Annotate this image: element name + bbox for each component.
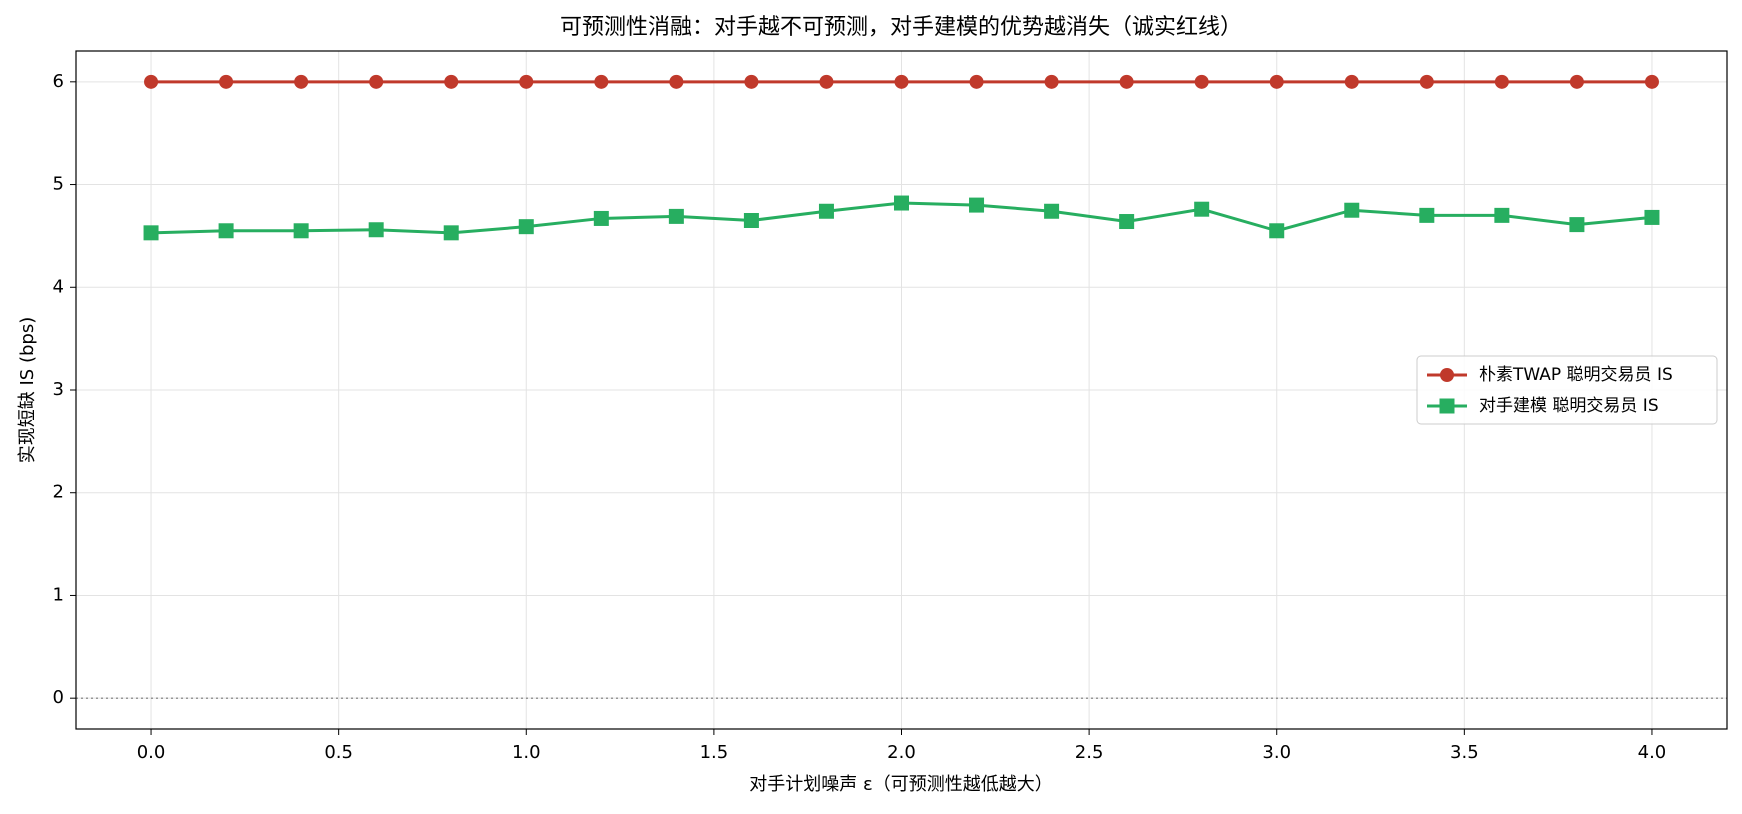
marker (1194, 74, 1209, 89)
marker (1419, 207, 1435, 223)
marker (144, 74, 159, 89)
marker (894, 195, 909, 211)
marker (744, 74, 759, 89)
marker (294, 74, 309, 89)
marker (219, 74, 234, 89)
marker (1194, 201, 1210, 217)
marker (969, 197, 985, 213)
marker (1419, 74, 1434, 89)
x-tick-label: 3.5 (1450, 742, 1479, 763)
marker (519, 74, 534, 89)
y-tick-label: 6 (53, 71, 64, 92)
marker (1344, 74, 1359, 89)
marker (444, 74, 459, 89)
marker (143, 225, 159, 241)
marker (593, 210, 609, 226)
x-tick-label: 0.5 (324, 742, 353, 763)
y-axis-label: 实现短缺 IS (bps) (17, 317, 38, 463)
marker (443, 225, 459, 241)
marker (1269, 74, 1284, 89)
marker (368, 222, 384, 238)
marker (1344, 202, 1360, 218)
plot-frame (75, 50, 1728, 730)
marker (1494, 74, 1509, 89)
marker (293, 223, 309, 239)
marker (1119, 74, 1134, 89)
x-tick-label: 3.0 (1262, 742, 1291, 763)
y-tick-label: 2 (53, 482, 64, 503)
legend: 朴素TWAP 聪明交易员 IS 对手建模 聪明交易员 IS (1416, 355, 1718, 425)
marker (668, 208, 684, 224)
marker (218, 223, 234, 239)
marker (518, 219, 534, 235)
y-tick-label: 0 (53, 687, 64, 708)
x-tick-label: 4.0 (1638, 742, 1667, 763)
marker (1044, 74, 1059, 89)
x-tick-label: 2.5 (1075, 742, 1104, 763)
y-tick-label: 5 (53, 174, 64, 195)
legend-box (1416, 355, 1718, 425)
marker (1569, 74, 1584, 89)
marker (743, 213, 759, 228)
marker (1644, 74, 1659, 89)
marker (1569, 217, 1585, 233)
legend-label: 朴素TWAP 聪明交易员 IS (1479, 365, 1673, 385)
marker (1439, 398, 1455, 414)
x-tick-label: 1.5 (700, 742, 729, 763)
marker (594, 74, 609, 89)
x-tick-label: 2.0 (887, 742, 916, 763)
marker (1440, 368, 1454, 382)
chart-title: 可预测性消融：对手越不可预测，对手建模的优势越消失（诚实红线） (560, 15, 1242, 40)
marker (1494, 207, 1510, 223)
legend-label: 对手建模 聪明交易员 IS (1479, 396, 1659, 416)
marker (669, 74, 684, 89)
marker (818, 203, 834, 219)
marker (894, 74, 909, 89)
marker (1644, 209, 1660, 225)
x-axis-label: 对手计划噪声 ε（可预测性越低越大） (749, 774, 1052, 795)
y-tick-label: 1 (53, 584, 64, 605)
marker (969, 74, 984, 89)
y-tick-label: 4 (53, 276, 64, 297)
marker (819, 74, 834, 89)
marker (1269, 223, 1285, 239)
marker (1044, 203, 1060, 219)
y-tick-label: 3 (53, 379, 64, 400)
x-tick-label: 1.0 (512, 742, 541, 763)
marker (369, 74, 384, 89)
marker (1119, 214, 1135, 230)
x-tick-label: 0.0 (137, 742, 166, 763)
